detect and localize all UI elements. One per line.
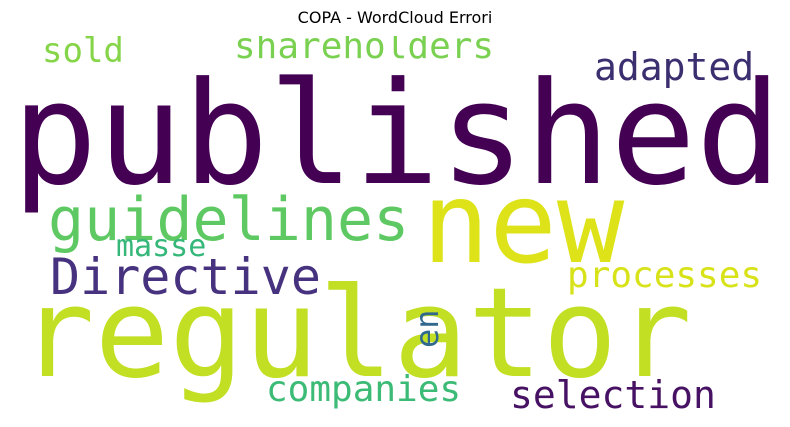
word-processes: processes: [567, 255, 763, 296]
word-regulator: regulator: [22, 262, 692, 406]
word-en: en: [408, 309, 446, 348]
word-cloud: published new regulator guidelines Direc…: [22, 36, 772, 416]
chart-title: COPA - WordCloud Errori: [297, 8, 493, 27]
word-selection: selection: [510, 373, 716, 416]
word-directive: Directive: [50, 248, 321, 306]
word-new: new: [422, 159, 625, 289]
word-companies: companies: [266, 369, 462, 410]
word-sold: sold: [42, 36, 124, 71]
word-shareholders: shareholders: [234, 36, 495, 67]
word-published: published: [22, 52, 772, 217]
word-masse: masse: [116, 229, 207, 264]
word-adapted: adapted: [594, 45, 755, 89]
word-guidelines: guidelines: [48, 185, 410, 255]
